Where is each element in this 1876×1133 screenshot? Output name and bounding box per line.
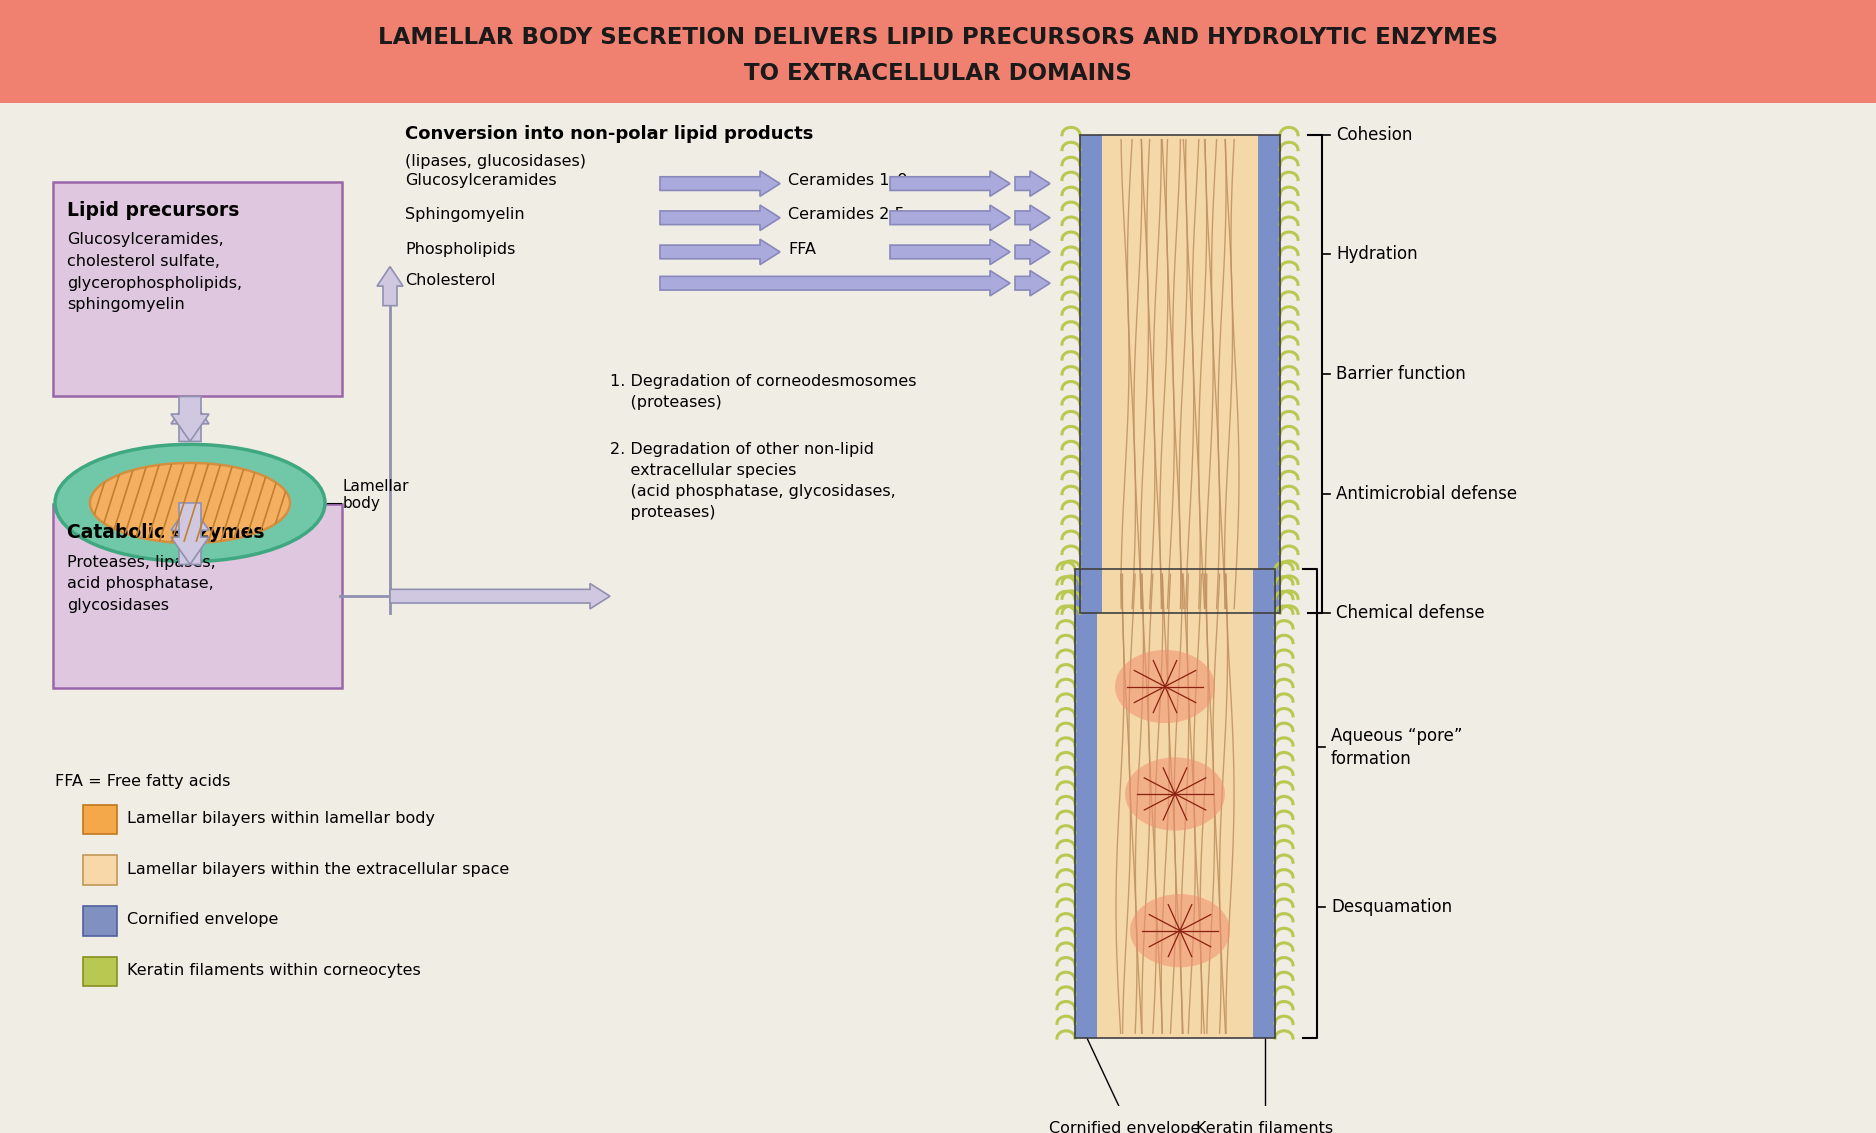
Text: Desquamation: Desquamation	[1330, 897, 1452, 915]
FancyBboxPatch shape	[53, 181, 341, 395]
Text: Sphingomyelin: Sphingomyelin	[405, 207, 525, 222]
FancyBboxPatch shape	[83, 906, 116, 936]
Polygon shape	[377, 266, 403, 306]
Text: Lamellar
body: Lamellar body	[343, 479, 409, 511]
Polygon shape	[171, 397, 208, 442]
FancyBboxPatch shape	[83, 855, 116, 885]
Ellipse shape	[1114, 650, 1216, 723]
FancyBboxPatch shape	[83, 957, 116, 987]
Polygon shape	[889, 205, 1009, 230]
Text: Keratin filaments within corneocytes: Keratin filaments within corneocytes	[128, 963, 420, 978]
Text: Glucosylceramides,
cholesterol sulfate,
glycerophospholipids,
sphingomyelin: Glucosylceramides, cholesterol sulfate, …	[68, 232, 242, 313]
Text: Hydration: Hydration	[1336, 246, 1418, 263]
Ellipse shape	[90, 463, 291, 543]
Text: 2. Degradation of other non-lipid
    extracellular species
    (acid phosphatas: 2. Degradation of other non-lipid extrac…	[610, 442, 895, 520]
Bar	[1081, 135, 1279, 613]
Text: Chemical defense: Chemical defense	[1336, 604, 1484, 622]
Text: Proteases, lipases,
acid phosphatase,
glycosidases: Proteases, lipases, acid phosphatase, gl…	[68, 555, 216, 613]
Polygon shape	[889, 171, 1009, 196]
Text: Catabolic enzymes: Catabolic enzymes	[68, 523, 265, 543]
Polygon shape	[171, 503, 208, 564]
Bar	[1075, 570, 1276, 1038]
Text: Barrier function: Barrier function	[1336, 365, 1465, 383]
Polygon shape	[1015, 171, 1051, 196]
Text: Antimicrobial defense: Antimicrobial defense	[1336, 485, 1518, 503]
Bar	[1075, 570, 1276, 1038]
Bar	[1075, 570, 1097, 1038]
Text: FFA = Free fatty acids: FFA = Free fatty acids	[54, 775, 231, 790]
Polygon shape	[660, 171, 780, 196]
Polygon shape	[660, 239, 780, 265]
Text: (lipases, glucosidases): (lipases, glucosidases)	[405, 154, 585, 169]
Text: LAMELLAR BODY SECRETION DELIVERS LIPID PRECURSORS AND HYDROLYTIC ENZYMES: LAMELLAR BODY SECRETION DELIVERS LIPID P…	[377, 26, 1499, 49]
Text: Lamellar bilayers within the extracellular space: Lamellar bilayers within the extracellul…	[128, 861, 508, 877]
FancyBboxPatch shape	[83, 804, 116, 834]
Ellipse shape	[1129, 894, 1231, 968]
Text: Aqueous “pore”
formation: Aqueous “pore” formation	[1330, 726, 1463, 768]
Text: Ceramides 1–9: Ceramides 1–9	[788, 173, 908, 188]
Text: 1. Degradation of corneodesmosomes
    (proteases): 1. Degradation of corneodesmosomes (prot…	[610, 374, 917, 410]
Bar	[1253, 570, 1276, 1038]
Text: Lipid precursors: Lipid precursors	[68, 202, 240, 220]
Polygon shape	[1015, 205, 1051, 230]
Ellipse shape	[54, 444, 325, 562]
Polygon shape	[660, 205, 780, 230]
Polygon shape	[171, 397, 208, 442]
Text: Cornified envelope: Cornified envelope	[128, 912, 278, 928]
Bar	[1081, 135, 1279, 613]
Polygon shape	[390, 583, 610, 608]
Bar	[1259, 135, 1279, 613]
Text: Cholesterol: Cholesterol	[405, 273, 495, 288]
Bar	[1081, 135, 1101, 613]
Text: TO EXTRACELLULAR DOMAINS: TO EXTRACELLULAR DOMAINS	[745, 61, 1131, 85]
Text: FFA: FFA	[788, 241, 816, 256]
Text: Keratin filaments: Keratin filaments	[1197, 1121, 1334, 1133]
Text: Conversion into non-polar lipid products: Conversion into non-polar lipid products	[405, 125, 814, 143]
Polygon shape	[889, 239, 1009, 265]
Polygon shape	[660, 271, 1009, 296]
Text: Ceramides 2,5: Ceramides 2,5	[788, 207, 904, 222]
Text: Cohesion: Cohesion	[1336, 126, 1413, 144]
Text: Cornified envelope: Cornified envelope	[1049, 1121, 1201, 1133]
FancyBboxPatch shape	[53, 504, 341, 689]
Polygon shape	[1015, 271, 1051, 296]
Text: Lamellar bilayers within lamellar body: Lamellar bilayers within lamellar body	[128, 811, 435, 826]
Ellipse shape	[1126, 757, 1225, 830]
Polygon shape	[1015, 239, 1051, 265]
Bar	[0, 0, 1876, 103]
Text: Phospholipids: Phospholipids	[405, 241, 516, 256]
Text: Glucosylceramides: Glucosylceramides	[405, 173, 557, 188]
Polygon shape	[171, 503, 208, 564]
